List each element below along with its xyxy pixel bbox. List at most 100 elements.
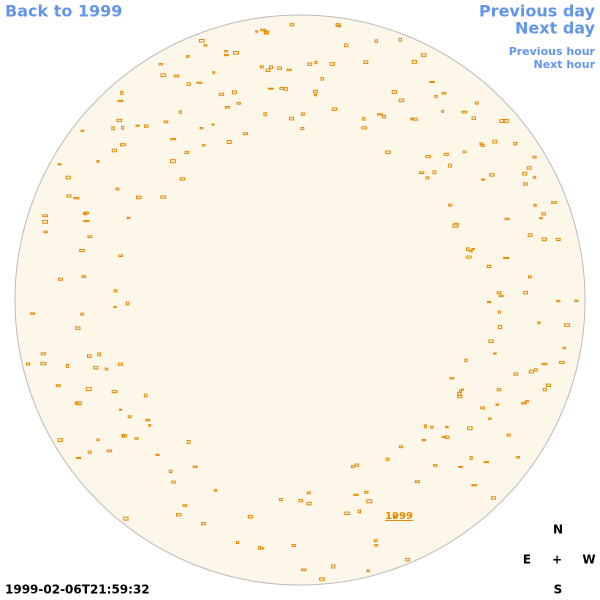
sunspot [201,521,206,526]
sunspot [306,491,311,495]
sunspot [283,87,289,91]
sunspot [277,66,283,70]
sunspot [542,387,547,392]
sunspot [320,77,325,81]
sunspot [79,249,85,253]
sunspot [115,187,120,191]
solar-disk [14,14,586,586]
sunspot [111,390,118,394]
sunspot [87,354,92,358]
sunspot [506,433,511,437]
sunspot [490,496,496,500]
sunspot [226,140,232,144]
disk-year-label[interactable]: 1999 [385,511,413,522]
sunspot [461,110,468,114]
sunspot [119,408,122,411]
sunspot [528,369,535,374]
next-hour-link[interactable]: Next hour [534,58,596,71]
sunspot [329,62,336,66]
sunspot [562,346,566,350]
sunspot [495,403,499,406]
sunspot [199,127,204,130]
sunspot [534,368,538,372]
sunspot [160,73,167,78]
sunspot [385,457,390,461]
sunspot [224,54,229,57]
previous-hour-link[interactable]: Previous hour [509,45,596,58]
sunspot [445,426,449,429]
sunspot [306,501,312,506]
sunspot [192,465,198,468]
sunspot [344,43,349,48]
sunspot [467,426,473,431]
sunspot [486,264,492,269]
sunspot [545,383,552,388]
sunspot [242,132,248,136]
sunspot [202,144,206,147]
sunspot [504,217,510,221]
sunspot [471,116,476,121]
sunspot [523,182,528,186]
sunspot [528,275,532,279]
sunspot [471,248,475,251]
next-day-link[interactable]: Next day [515,19,596,38]
sunspot [289,23,295,27]
sunspot [551,201,557,204]
sunspot [80,129,85,132]
sunspot [447,163,452,168]
sunspot [414,480,420,484]
sunspot [116,118,123,123]
sunspot [559,361,565,364]
sunspot [126,216,131,220]
sunspot [83,211,89,215]
previous-day-link[interactable]: Previous day [479,2,596,21]
sunspot [96,160,100,163]
sunspot [489,173,495,177]
sunspot [513,372,519,376]
sunspot [449,377,455,380]
sunspot [97,352,101,357]
sunspot [453,222,459,226]
sunspot [539,217,543,220]
compass-west: W [582,553,595,567]
sunspot [214,489,218,492]
sunspot [499,119,506,123]
sunspot [247,515,253,519]
sunspot [81,275,87,278]
sunspot [443,152,449,156]
sunspot [460,388,465,391]
sunspot [465,247,470,252]
sunspot [263,30,270,35]
sunspot [541,212,547,216]
sunspot [366,499,373,504]
sunspot [419,171,425,174]
sunspot [186,82,191,87]
sunspot [475,101,479,105]
sunspot [66,194,72,198]
sunspot [433,464,438,467]
sunspot [532,155,537,159]
back-link[interactable]: Back to 1999 [5,2,122,21]
sunspot [121,434,127,438]
sunspot [118,362,123,366]
sunspot [145,418,151,422]
sunspot [87,235,93,239]
sunspot [423,424,427,429]
sunspot [218,92,225,97]
sunspot [448,203,453,207]
sunspot [158,63,164,66]
sunspot [533,204,537,207]
sunspot [30,312,36,315]
sunspot [313,93,317,97]
sunspot [224,50,229,53]
sunspot [498,294,504,298]
sunspot [300,112,305,116]
sunspot [429,81,435,83]
sunspot [57,163,62,166]
sunspot [493,352,497,355]
sunspot [521,402,527,405]
sunspot [42,220,48,224]
sunspot [143,393,148,398]
sunspot [211,123,215,126]
